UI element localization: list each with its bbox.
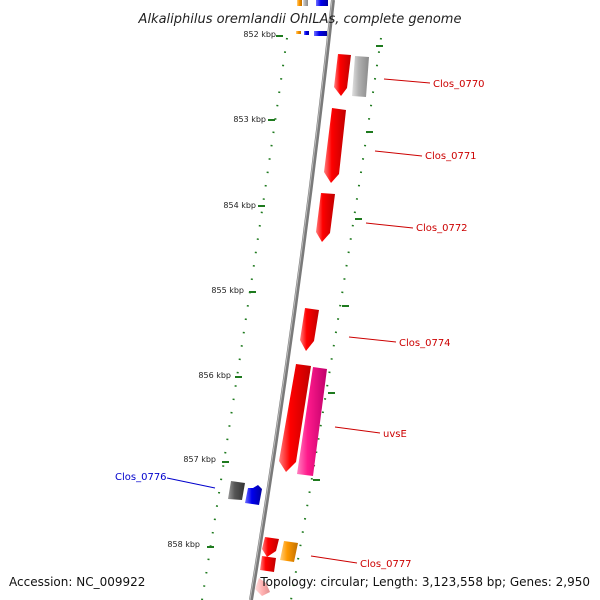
gene-feature[interactable] <box>316 0 328 6</box>
connector-clos-0771 <box>374 150 423 157</box>
gene-feature[interactable] <box>297 0 302 6</box>
tick-label: 856 kbp <box>198 371 231 380</box>
connector-clos-0774 <box>348 336 397 343</box>
connector-uvse <box>334 426 381 434</box>
map-title: Alkaliphilus oremlandii OhILAs, complete… <box>138 12 462 27</box>
topology-text: Topology: circular; Length: 3,123,558 bp… <box>259 575 590 589</box>
gene-label-clos-0776: Clos_0776 <box>115 472 167 483</box>
connector-clos-0776 <box>166 477 216 489</box>
gene-label-uvse: uvsE <box>383 429 407 440</box>
tick-label: 857 kbp <box>183 455 216 464</box>
gene-clos-0770[interactable] <box>334 54 351 96</box>
connector-clos-0772 <box>365 222 414 229</box>
gene-uvse-red[interactable] <box>279 364 311 472</box>
gene-feature-light[interactable] <box>255 578 270 596</box>
gene-label-clos-0774: Clos_0774 <box>399 338 451 349</box>
gene-clos-0776[interactable] <box>245 485 262 505</box>
gene-cluster-top <box>296 0 328 36</box>
gene-clos-0777-red-b[interactable] <box>260 556 276 572</box>
tick-label: 853 kbp <box>233 115 266 124</box>
gene-clos-0771[interactable] <box>324 108 346 183</box>
gene-feature-gray[interactable] <box>352 56 369 97</box>
connector-clos-0777 <box>310 555 358 564</box>
genome-backbone-highlight <box>249 0 333 600</box>
tick-label: 854 kbp <box>223 201 256 210</box>
gene-label-clos-0771: Clos_0771 <box>425 151 477 162</box>
gene-feature[interactable] <box>304 31 309 35</box>
gene-label-clos-0772: Clos_0772 <box>416 223 468 234</box>
outer-track-dots <box>290 37 382 600</box>
tick-label: 855 kbp <box>211 286 244 295</box>
gene-clos-0774[interactable] <box>300 308 319 351</box>
gene-uvse[interactable] <box>297 367 327 476</box>
label-connectors <box>166 78 431 564</box>
accession-text: Accession: NC_009922 <box>9 575 145 589</box>
gene-label-clos-0770: Clos_0770 <box>433 79 485 90</box>
gene-clos-0777-red-a[interactable] <box>262 537 279 557</box>
tick-label: 852 kbp <box>243 30 276 39</box>
inner-track-dots <box>201 37 288 600</box>
tick-label: 858 kbp <box>167 540 200 549</box>
gene-feature[interactable] <box>314 31 327 36</box>
connector-clos-0770 <box>383 78 431 84</box>
gene-clos-0776-dark[interactable] <box>228 481 245 500</box>
tick-marks <box>207 35 383 548</box>
gene-clos-0772[interactable] <box>316 193 335 242</box>
genome-backbone <box>249 0 335 600</box>
gene-feature[interactable] <box>303 0 308 6</box>
gene-clos-0777[interactable] <box>280 541 298 562</box>
gene-label-clos-0777: Clos_0777 <box>360 559 412 570</box>
gene-feature[interactable] <box>296 31 301 34</box>
